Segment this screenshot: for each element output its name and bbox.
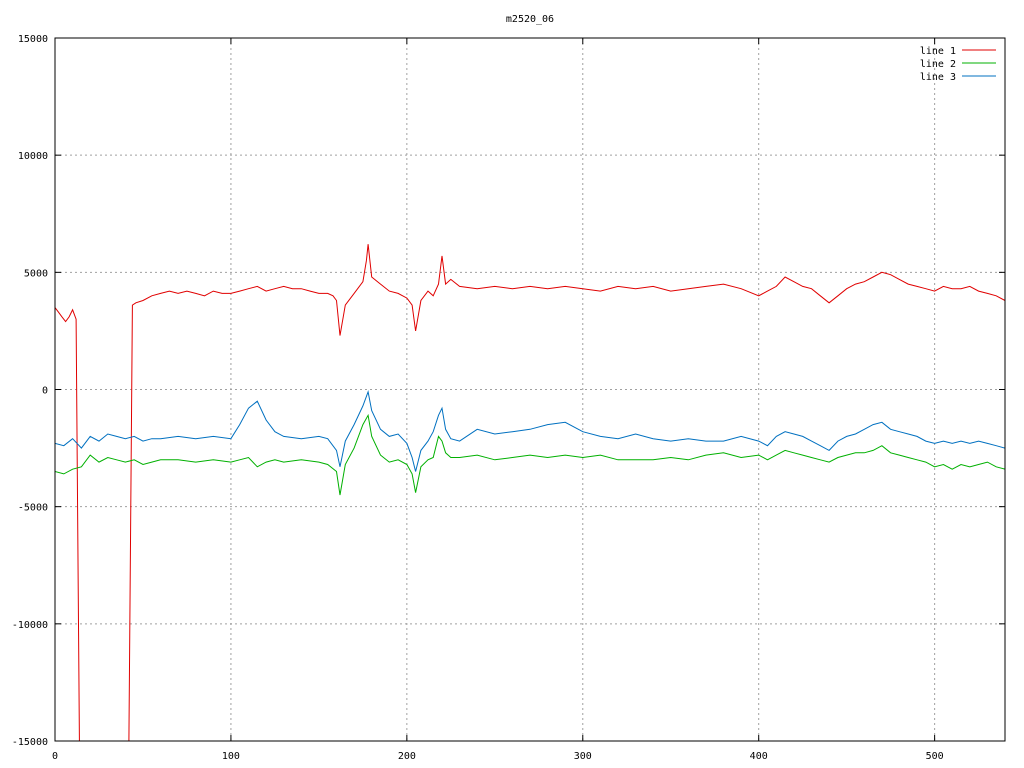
x-tick-label: 500 xyxy=(926,751,944,762)
x-tick-label: 0 xyxy=(52,751,58,762)
y-tick-label: 5000 xyxy=(24,268,48,279)
x-tick-label: 400 xyxy=(750,751,768,762)
series-line-2 xyxy=(55,413,1005,496)
legend-label-2: line 2 xyxy=(920,59,956,70)
chart-title: m2520_06 xyxy=(506,14,554,25)
y-tick-label: 10000 xyxy=(18,151,48,162)
grid-layer xyxy=(55,38,1005,741)
y-tick-label: 0 xyxy=(42,386,48,397)
series-line-3 xyxy=(55,389,1005,472)
y-tick-label: -5000 xyxy=(18,503,48,514)
y-tick-label: 15000 xyxy=(18,34,48,45)
series-layer xyxy=(55,244,1005,741)
y-tick-label: -15000 xyxy=(12,737,48,748)
y-tick-label: -10000 xyxy=(12,620,48,631)
x-tick-label: 300 xyxy=(574,751,592,762)
x-tick-label: 200 xyxy=(398,751,416,762)
ticks-layer: -15000 -10000 -5000 0 5000 10000 15000 0 100 200 3… xyxy=(12,34,1005,762)
x-tick-label: 100 xyxy=(222,751,240,762)
legend-label-1: line 1 xyxy=(920,46,956,57)
series-line-1 xyxy=(55,244,1005,741)
legend: line 1 line 2 line 3 xyxy=(920,46,996,83)
legend-label-3: line 3 xyxy=(920,72,956,83)
